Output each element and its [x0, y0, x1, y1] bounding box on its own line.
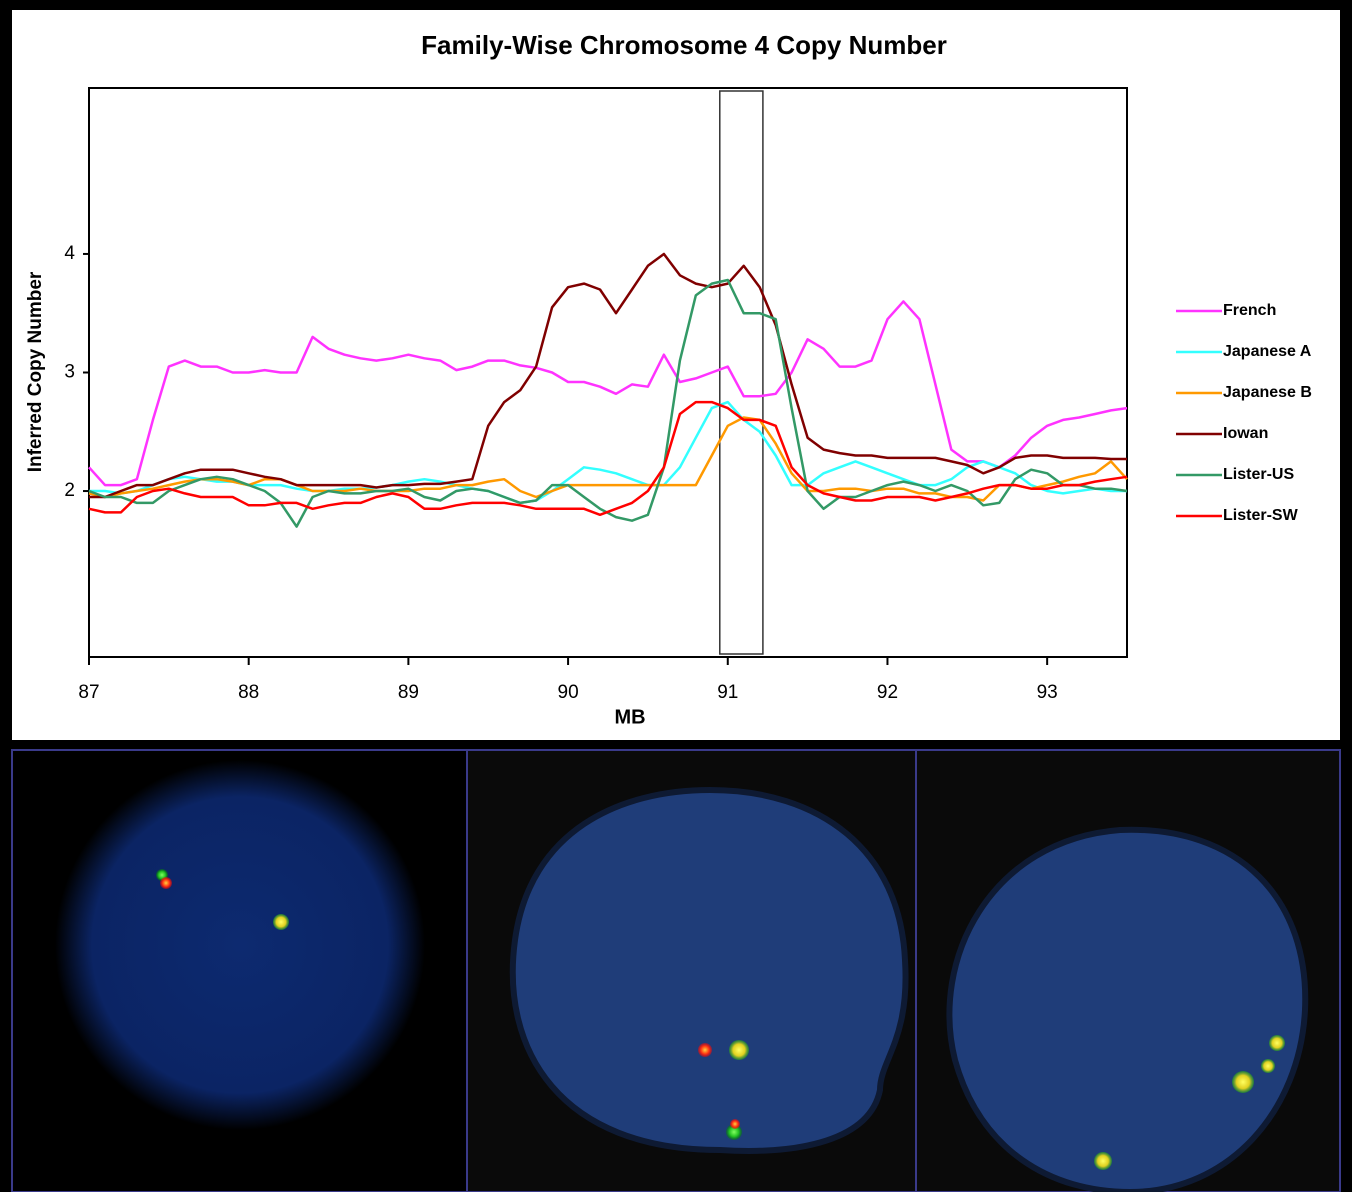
legend-label: French — [1223, 302, 1276, 319]
y-tick-label: 2 — [64, 480, 75, 501]
probe-signal — [1269, 1035, 1285, 1051]
x-tick-label: 93 — [1037, 682, 1058, 703]
legend-label: Lister-US — [1223, 466, 1294, 483]
x-tick-label: 92 — [877, 682, 898, 703]
probe-signal — [1094, 1152, 1112, 1170]
probe-signal — [1261, 1059, 1275, 1073]
legend-label: Iowan — [1223, 425, 1268, 442]
y-axis-label: Inferred Copy Number — [25, 271, 46, 472]
probe-signal — [698, 1043, 712, 1057]
cell — [513, 790, 906, 1151]
legend-label: Japanese B — [1223, 384, 1312, 401]
y-tick-label: 3 — [64, 362, 75, 383]
probe-signal — [273, 914, 289, 930]
x-tick-label: 90 — [558, 682, 579, 703]
y-tick-label: 4 — [64, 243, 75, 264]
microscopy-panels — [12, 750, 1340, 1192]
x-tick-label: 91 — [717, 682, 738, 703]
legend-label: Lister-SW — [1223, 507, 1299, 524]
probe-signal — [729, 1040, 749, 1060]
probe-signal — [160, 877, 172, 889]
cell — [55, 760, 425, 1130]
x-axis-label: MB — [614, 706, 645, 728]
page: Family-Wise Chromosome 4 Copy Number Inf… — [0, 0, 1352, 1192]
cell — [949, 830, 1305, 1192]
x-tick-label: 88 — [238, 682, 259, 703]
x-tick-label: 89 — [398, 682, 419, 703]
probe-signal — [730, 1119, 740, 1129]
x-tick-label: 87 — [78, 682, 99, 703]
chart-title: Family-Wise Chromosome 4 Copy Number — [421, 30, 947, 60]
figure: Family-Wise Chromosome 4 Copy Number Inf… — [0, 0, 1352, 1192]
legend-label: Japanese A — [1223, 343, 1312, 360]
probe-signal — [1232, 1071, 1254, 1093]
